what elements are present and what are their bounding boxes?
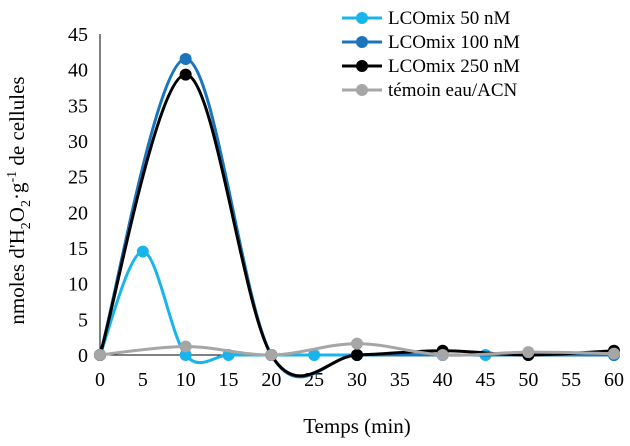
y-title-part: ·g — [5, 182, 29, 200]
legend-item: LCOmix 50 nM — [342, 8, 511, 29]
x-tick-label: 55 — [561, 369, 581, 391]
legend-label: LCOmix 100 nM — [388, 32, 520, 53]
data-point — [351, 349, 363, 361]
legend-label: témoin eau/ACN — [388, 80, 518, 101]
x-tick-label: 15 — [219, 369, 239, 391]
data-point — [436, 349, 449, 361]
y-tick-label: 25 — [68, 167, 88, 189]
x-tick-label: 10 — [176, 369, 196, 391]
x-tick-labels: 0 5 10 15 20 25 30 35 40 45 50 55 60 — [95, 369, 624, 391]
legend-marker — [356, 36, 368, 48]
x-tick-label: 20 — [261, 369, 281, 391]
legend-item: témoin eau/ACN — [342, 80, 518, 101]
x-tick-label: 60 — [604, 369, 624, 391]
y-tick-label: 0 — [78, 345, 88, 367]
legend-item: LCOmix 250 nM — [342, 56, 520, 77]
data-point — [179, 52, 192, 65]
y-title-sub: 2 — [19, 222, 34, 229]
legend-label: LCOmix 250 nM — [388, 56, 520, 77]
data-point — [608, 347, 620, 360]
y-tick-label: 15 — [68, 238, 88, 260]
x-tick-label: 40 — [433, 369, 453, 391]
legend-label: LCOmix 50 nM — [388, 8, 511, 29]
y-title-part: de cellules — [5, 76, 29, 170]
data-point — [179, 68, 192, 81]
y-title-sub: 2 — [19, 200, 34, 207]
series-line — [98, 73, 615, 378]
data-point — [179, 349, 192, 361]
x-axis-title: Temps (min) — [303, 414, 411, 438]
series-line — [98, 57, 614, 379]
x-tick-label: 45 — [476, 369, 496, 391]
y-tick-label: 35 — [68, 95, 88, 117]
data-point — [179, 340, 192, 353]
x-tick-label: 50 — [518, 369, 538, 391]
data-point — [351, 337, 363, 350]
y-title-part: nmoles d'H — [5, 229, 29, 324]
legend: LCOmix 50 nM LCOmix 100 nM LCOmix 250 nM té… — [342, 8, 520, 101]
legend-marker — [356, 12, 368, 24]
y-axis-title: nmoles d'H2O2·g-1 de cellules — [5, 76, 34, 324]
data-point — [94, 349, 106, 361]
legend-marker — [356, 84, 368, 96]
legend-marker — [356, 60, 368, 72]
y-tick-label: 30 — [68, 131, 88, 153]
y-tick-label: 20 — [68, 202, 88, 224]
y-title-part: O — [5, 207, 29, 222]
y-tick-label: 40 — [68, 60, 88, 82]
data-point — [136, 245, 149, 258]
series-layer — [94, 52, 620, 379]
legend-item: LCOmix 100 nM — [342, 32, 520, 53]
y-tick-labels: 0 5 10 15 20 25 30 35 40 45 — [68, 24, 88, 367]
y-title-sup: -1 — [5, 171, 20, 183]
x-tick-label: 5 — [138, 369, 148, 391]
data-point — [265, 349, 278, 361]
x-tick-label: 30 — [347, 369, 367, 391]
y-tick-label: 5 — [78, 309, 88, 331]
x-tick-label: 0 — [95, 369, 105, 391]
y-tick-label: 45 — [68, 24, 88, 46]
series-3 — [94, 337, 620, 361]
data-point — [522, 346, 535, 359]
y-tick-label: 10 — [68, 274, 88, 296]
x-tick-label: 35 — [390, 369, 410, 391]
data-point — [308, 349, 321, 361]
